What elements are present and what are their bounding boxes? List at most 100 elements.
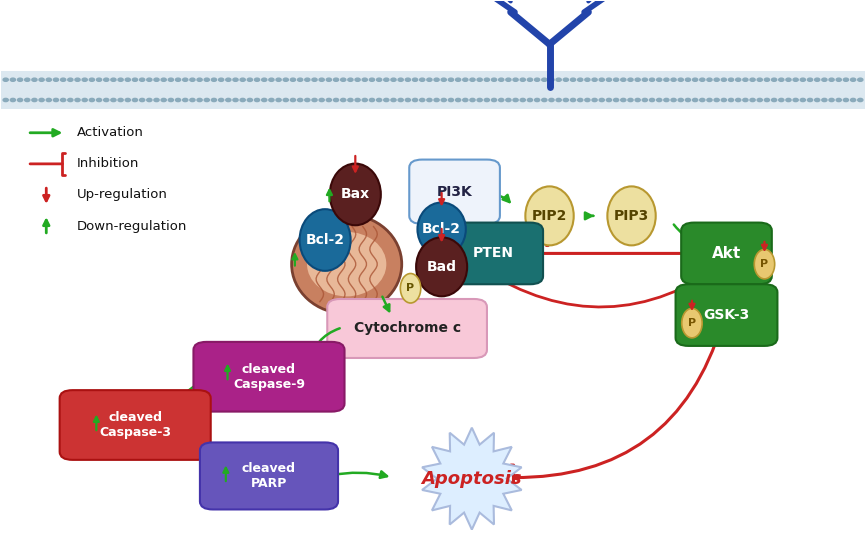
Circle shape — [520, 78, 526, 81]
Circle shape — [800, 99, 805, 102]
Circle shape — [678, 99, 683, 102]
Circle shape — [427, 78, 432, 81]
Circle shape — [491, 99, 496, 102]
Circle shape — [462, 78, 468, 81]
FancyBboxPatch shape — [675, 284, 778, 346]
Circle shape — [807, 78, 812, 81]
Circle shape — [319, 78, 324, 81]
Circle shape — [326, 99, 332, 102]
Circle shape — [154, 78, 159, 81]
Circle shape — [549, 78, 554, 81]
Text: Activation: Activation — [76, 126, 144, 139]
Circle shape — [183, 99, 188, 102]
Circle shape — [240, 78, 245, 81]
Circle shape — [10, 99, 16, 102]
Circle shape — [89, 78, 94, 81]
Circle shape — [613, 99, 618, 102]
Circle shape — [39, 99, 44, 102]
Circle shape — [793, 78, 798, 81]
FancyBboxPatch shape — [327, 299, 487, 358]
Circle shape — [190, 78, 195, 81]
Circle shape — [613, 78, 618, 81]
Circle shape — [434, 99, 439, 102]
Circle shape — [571, 78, 576, 81]
Circle shape — [750, 99, 755, 102]
Circle shape — [305, 99, 310, 102]
Circle shape — [391, 99, 396, 102]
Text: Bcl-2: Bcl-2 — [306, 233, 345, 247]
Circle shape — [161, 99, 166, 102]
Ellipse shape — [400, 273, 421, 303]
Circle shape — [61, 99, 66, 102]
Circle shape — [96, 99, 101, 102]
Circle shape — [132, 78, 138, 81]
Circle shape — [664, 78, 669, 81]
Circle shape — [506, 99, 511, 102]
Circle shape — [592, 78, 598, 81]
Circle shape — [276, 99, 281, 102]
Circle shape — [837, 78, 842, 81]
Circle shape — [592, 99, 598, 102]
Circle shape — [621, 99, 626, 102]
Circle shape — [355, 78, 360, 81]
Circle shape — [643, 78, 648, 81]
Circle shape — [290, 78, 295, 81]
Circle shape — [362, 78, 367, 81]
Circle shape — [377, 99, 382, 102]
Circle shape — [126, 99, 131, 102]
Circle shape — [714, 78, 720, 81]
Circle shape — [298, 99, 303, 102]
Circle shape — [829, 78, 834, 81]
Text: PIP2: PIP2 — [532, 209, 567, 223]
Circle shape — [707, 78, 712, 81]
Circle shape — [815, 99, 820, 102]
Circle shape — [255, 78, 260, 81]
Text: P: P — [688, 318, 696, 328]
Circle shape — [456, 78, 461, 81]
Circle shape — [384, 99, 389, 102]
FancyBboxPatch shape — [200, 443, 338, 509]
Circle shape — [484, 99, 489, 102]
Circle shape — [606, 78, 611, 81]
Circle shape — [248, 78, 253, 81]
Circle shape — [3, 99, 9, 102]
Circle shape — [104, 99, 109, 102]
Circle shape — [599, 99, 604, 102]
Circle shape — [728, 78, 734, 81]
Circle shape — [628, 99, 633, 102]
Circle shape — [268, 78, 274, 81]
Circle shape — [412, 78, 417, 81]
Ellipse shape — [682, 308, 702, 338]
Circle shape — [843, 99, 849, 102]
Circle shape — [578, 78, 583, 81]
Circle shape — [477, 78, 482, 81]
Circle shape — [585, 78, 590, 81]
Circle shape — [765, 78, 770, 81]
Circle shape — [772, 99, 777, 102]
Text: P: P — [760, 259, 768, 269]
Text: Cytochrome c: Cytochrome c — [353, 321, 461, 335]
Circle shape — [190, 99, 195, 102]
Circle shape — [785, 99, 791, 102]
Circle shape — [779, 78, 784, 81]
Circle shape — [643, 99, 648, 102]
Circle shape — [549, 99, 554, 102]
Text: Up-regulation: Up-regulation — [76, 189, 167, 202]
FancyBboxPatch shape — [682, 223, 772, 284]
Circle shape — [484, 78, 489, 81]
Circle shape — [398, 78, 404, 81]
Circle shape — [126, 78, 131, 81]
Circle shape — [240, 99, 245, 102]
Circle shape — [211, 99, 216, 102]
Circle shape — [857, 78, 863, 81]
Circle shape — [735, 78, 740, 81]
Circle shape — [168, 99, 173, 102]
Circle shape — [355, 99, 360, 102]
Circle shape — [226, 78, 231, 81]
Circle shape — [405, 99, 410, 102]
Circle shape — [850, 78, 856, 81]
Ellipse shape — [307, 232, 386, 296]
Circle shape — [671, 78, 676, 81]
Circle shape — [578, 99, 583, 102]
Circle shape — [82, 78, 87, 81]
